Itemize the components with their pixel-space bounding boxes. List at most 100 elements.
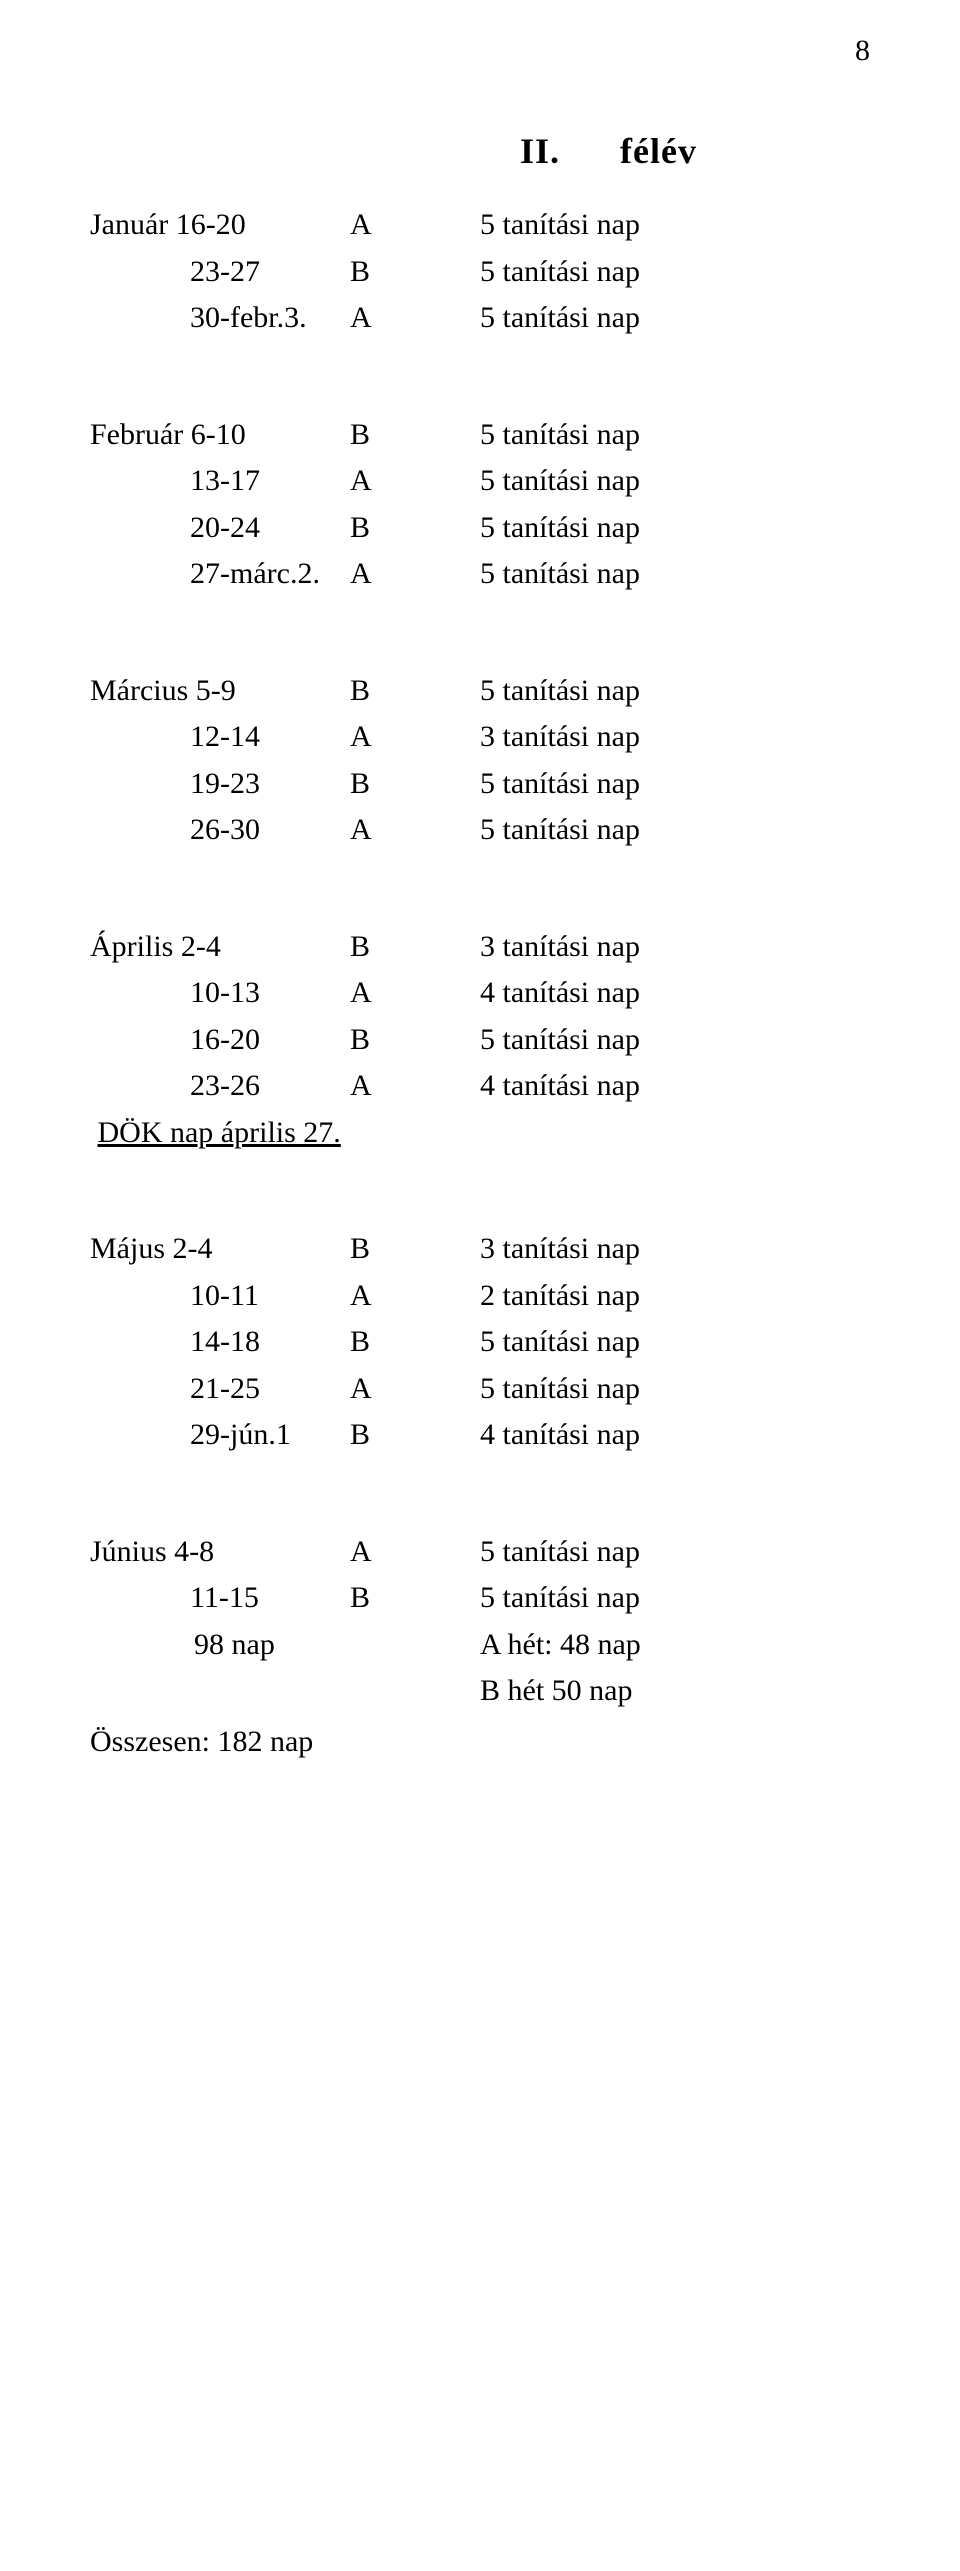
cell-value: 4 tanítási nap (480, 970, 870, 1017)
summary-label: 98 nap (90, 1622, 350, 1669)
cell-label: 23-27 (90, 249, 350, 296)
cell-letter: A (350, 714, 480, 761)
cell-value: 5 tanítási nap (480, 202, 870, 249)
row: 13-17 A 5 tanítási nap (90, 458, 870, 505)
cell-label: 20-24 (90, 505, 350, 552)
cell-label: 21-25 (90, 1366, 350, 1413)
summary-row: 98 nap A hét: 48 nap (90, 1622, 870, 1669)
cell-letter: B (350, 761, 480, 808)
cell-value: 4 tanítási nap (480, 1063, 870, 1110)
cell-value: 5 tanítási nap (480, 249, 870, 296)
cell-label: 16-20 (90, 1017, 350, 1064)
cell-label: 12-14 (90, 714, 350, 761)
cell-value: 5 tanítási nap (480, 1319, 870, 1366)
cell-letter: B (350, 1226, 480, 1273)
summary-value: B hét 50 nap (480, 1668, 870, 1715)
cell-value: 5 tanítási nap (480, 295, 870, 342)
cell-value: 5 tanítási nap (480, 1366, 870, 1413)
cell-letter: B (350, 1575, 480, 1622)
row: 10-11 A 2 tanítási nap (90, 1273, 870, 1320)
cell-letter: A (350, 1063, 480, 1110)
cell-value: 5 tanítási nap (480, 1575, 870, 1622)
cell-letter: A (350, 970, 480, 1017)
cell-value: 5 tanítási nap (480, 668, 870, 715)
cell-value: 5 tanítási nap (480, 761, 870, 808)
section-februar: Február 6-10 B 5 tanítási nap 13-17 A 5 … (90, 412, 870, 598)
row-title: Június 4-8 A 5 tanítási nap (90, 1529, 870, 1576)
row: 26-30 A 5 tanítási nap (90, 807, 870, 854)
dok-note-text: DÖK nap április 27. (98, 1116, 341, 1149)
row-title: Április 2-4 B 3 tanítási nap (90, 924, 870, 971)
cell-letter: A (350, 202, 480, 249)
row: 23-26 A 4 tanítási nap (90, 1063, 870, 1110)
cell-letter: A (350, 1273, 480, 1320)
summary-letter (350, 1622, 480, 1669)
cell-label: 27-márc.2. (90, 551, 350, 598)
row: 12-14 A 3 tanítási nap (90, 714, 870, 761)
row: 29-jún.1 B 4 tanítási nap (90, 1412, 870, 1459)
summary-label (90, 1668, 350, 1715)
cell-label: 10-11 (90, 1273, 350, 1320)
cell-label: 23-26 (90, 1063, 350, 1110)
cell-label: Június 4-8 (90, 1529, 350, 1576)
cell-label: 26-30 (90, 807, 350, 854)
row: 23-27 B 5 tanítási nap (90, 249, 870, 296)
heading-word: félév (620, 131, 697, 171)
cell-label: Március 5-9 (90, 668, 350, 715)
cell-letter: B (350, 1412, 480, 1459)
cell-value: 3 tanítási nap (480, 1226, 870, 1273)
heading-roman: II. (520, 130, 610, 172)
section-junius: Június 4-8 A 5 tanítási nap 11-15 B 5 ta… (90, 1529, 870, 1715)
cell-label: Április 2-4 (90, 924, 350, 971)
cell-value: 3 tanítási nap (480, 714, 870, 761)
section-januar: Január 16-20 A 5 tanítási nap 23-27 B 5 … (90, 202, 870, 342)
summary-row: B hét 50 nap (90, 1668, 870, 1715)
cell-value: 5 tanítási nap (480, 458, 870, 505)
cell-label: 29-jún.1 (90, 1412, 350, 1459)
cell-label: 11-15 (90, 1575, 350, 1622)
row: 14-18 B 5 tanítási nap (90, 1319, 870, 1366)
cell-value: 4 tanítási nap (480, 1412, 870, 1459)
cell-label: 14-18 (90, 1319, 350, 1366)
row: 10-13 A 4 tanítási nap (90, 970, 870, 1017)
cell-label: Február 6-10 (90, 412, 350, 459)
cell-label: Január 16-20 (90, 202, 350, 249)
section-aprilis: Április 2-4 B 3 tanítási nap 10-13 A 4 t… (90, 924, 870, 1157)
cell-label: 10-13 (90, 970, 350, 1017)
section-majus: Május 2-4 B 3 tanítási nap 10-11 A 2 tan… (90, 1226, 870, 1459)
cell-letter: B (350, 1319, 480, 1366)
document-page: 8 II. félév Január 16-20 A 5 tanítási na… (0, 0, 960, 2571)
page-number: 8 (855, 34, 870, 68)
cell-letter: A (350, 1366, 480, 1413)
cell-letter: B (350, 505, 480, 552)
row: 30-febr.3. A 5 tanítási nap (90, 295, 870, 342)
row-title: Január 16-20 A 5 tanítási nap (90, 202, 870, 249)
cell-letter: B (350, 249, 480, 296)
row: 27-márc.2. A 5 tanítási nap (90, 551, 870, 598)
summary-value: A hét: 48 nap (480, 1622, 870, 1669)
cell-value: 5 tanítási nap (480, 505, 870, 552)
cell-letter: A (350, 551, 480, 598)
row-title: Május 2-4 B 3 tanítási nap (90, 1226, 870, 1273)
cell-label: Május 2-4 (90, 1226, 350, 1273)
cell-value: 5 tanítási nap (480, 551, 870, 598)
cell-value: 5 tanítási nap (480, 412, 870, 459)
cell-letter: B (350, 412, 480, 459)
cell-value: 3 tanítási nap (480, 924, 870, 971)
cell-value: 5 tanítási nap (480, 1017, 870, 1064)
semester-heading: II. félév (520, 130, 870, 172)
cell-label: 30-febr.3. (90, 295, 350, 342)
cell-value: 5 tanítási nap (480, 807, 870, 854)
row: 21-25 A 5 tanítási nap (90, 1366, 870, 1413)
cell-letter: B (350, 1017, 480, 1064)
cell-value: 2 tanítási nap (480, 1273, 870, 1320)
cell-label: 19-23 (90, 761, 350, 808)
cell-label: 13-17 (90, 458, 350, 505)
row: 20-24 B 5 tanítási nap (90, 505, 870, 552)
cell-value: 5 tanítási nap (480, 1529, 870, 1576)
row: 16-20 B 5 tanítási nap (90, 1017, 870, 1064)
cell-letter: B (350, 924, 480, 971)
row-title: Március 5-9 B 5 tanítási nap (90, 668, 870, 715)
dok-note: DÖK nap április 27. (90, 1110, 870, 1157)
cell-letter: B (350, 668, 480, 715)
